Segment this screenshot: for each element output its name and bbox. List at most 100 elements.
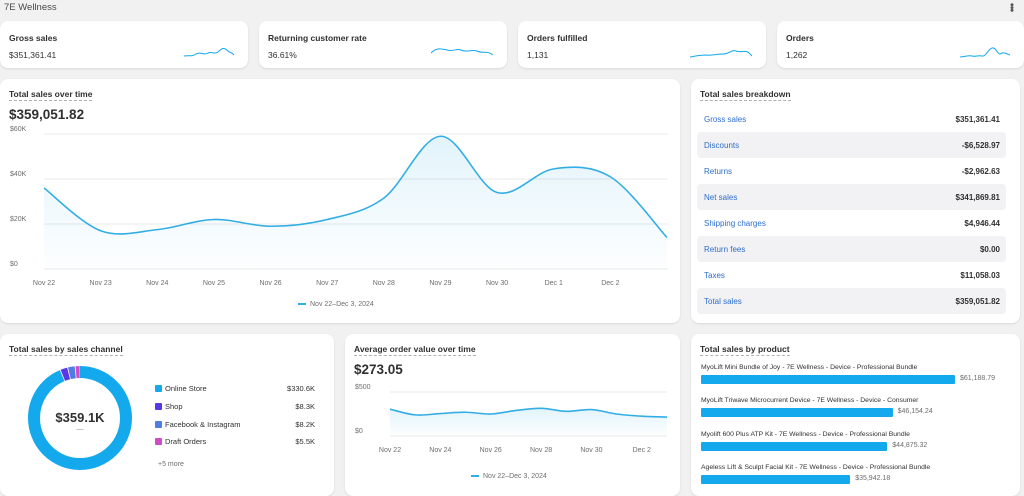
product-value: $61,188.79 — [960, 375, 996, 382]
aov-chart[interactable]: $0 $500 Nov 22 Nov 24 Nov 26 Nov 28 Nov 30 Dec … — [345, 334, 680, 496]
x-tick-label: Dec 2 — [633, 447, 651, 454]
sales-over-time-chart[interactable]: $0 $20K $40K $60K Nov 22 Nov 23 Nov 24 Nov 25 No… — [0, 79, 680, 323]
breakdown-value: $4,946.44 — [964, 219, 1000, 228]
donut-center-sub: — — [76, 426, 84, 433]
channel-legend-item[interactable]: Facebook & Instagram $8.2K — [155, 420, 315, 429]
product-bar — [701, 408, 893, 417]
sparkline — [184, 48, 234, 57]
show-more-channels-link[interactable]: +5 more — [158, 461, 184, 468]
x-tick-label: Dec 1 — [545, 280, 563, 287]
kpi-label: Orders — [786, 33, 814, 43]
y-tick-label: $40K — [10, 171, 27, 178]
series-line — [389, 407, 668, 418]
kpi-orders-fulfilled[interactable]: Orders fulfilled 1,131 — [518, 21, 766, 68]
channel-label: Shop — [165, 402, 183, 411]
product-row[interactable]: MyoLift Triwave Microcurrent Device - 7E… — [701, 397, 1016, 417]
channel-legend-item[interactable]: Online Store $330.6K — [155, 384, 315, 393]
kpi-orders[interactable]: Orders 1,262 — [777, 21, 1024, 68]
legend-label: Nov 22–Dec 3, 2024 — [310, 301, 374, 308]
legend-line-swatch — [471, 475, 479, 478]
breakdown-value: $359,051.82 — [955, 297, 1001, 306]
channel-legend-item[interactable]: Draft Orders $5.5K — [155, 437, 315, 446]
sparkline — [960, 47, 1010, 58]
breakdown-label[interactable]: Shipping charges — [704, 219, 766, 228]
card-title[interactable]: Average order value over time — [354, 344, 476, 356]
channel-label: Online Store — [165, 384, 207, 393]
breakdown-row-discounts[interactable]: Discounts -$6,528.97 — [697, 132, 1006, 158]
breakdown-label[interactable]: Total sales — [704, 297, 742, 306]
product-row[interactable]: Ageless Lift & Sculpt Facial Kit - 7E We… — [701, 464, 1016, 484]
channel-label: Facebook & Instagram — [165, 420, 241, 429]
breakdown-label[interactable]: Discounts — [704, 141, 740, 150]
donut-center-value: $359.1K — [55, 410, 105, 425]
product-bar — [701, 442, 888, 451]
product-value: $46,154.24 — [897, 408, 933, 415]
kpi-value: 1,262 — [786, 50, 808, 60]
channel-value: $330.6K — [287, 384, 315, 393]
chart-legend[interactable]: Nov 22–Dec 3, 2024 — [298, 301, 374, 308]
x-tick-label: Nov 30 — [486, 280, 508, 287]
breakdown-value: $351,361.41 — [955, 115, 1001, 124]
breakdown-label[interactable]: Return fees — [704, 245, 746, 254]
chart-legend[interactable]: Nov 22–Dec 3, 2024 — [471, 473, 547, 480]
more-vertical-icon[interactable]: ••• — [1005, 2, 1018, 12]
breakdown-value: $341,869.81 — [955, 193, 1001, 202]
breakdown-value: $0.00 — [979, 245, 1000, 254]
aov-card: Average order value over time $273.05 $0… — [345, 334, 680, 496]
sales-breakdown-card: Total sales breakdown Gross sales $351,36… — [691, 79, 1020, 323]
kpi-returning-rate[interactable]: Returning customer rate 36.61% — [259, 21, 507, 68]
product-bar — [701, 475, 851, 484]
x-tick-label: Nov 22 — [379, 447, 401, 454]
channel-value: $8.3K — [295, 402, 315, 411]
breakdown-row-shipping[interactable]: Shipping charges $4,946.44 — [697, 210, 1006, 236]
total-sales-value: $359,051.82 — [9, 107, 85, 122]
card-title[interactable]: Total sales over time — [9, 89, 93, 101]
breakdown-label[interactable]: Taxes — [704, 271, 725, 280]
y-tick-label: $500 — [355, 384, 371, 391]
product-name: MyoLift Triwave Microcurrent Device - 7E… — [701, 397, 919, 404]
legend-swatch — [155, 385, 162, 392]
channel-label: Draft Orders — [165, 437, 207, 446]
x-tick-label: Nov 22 — [33, 280, 55, 287]
store-name: 7E Wellness — [4, 2, 57, 13]
legend-swatch — [155, 421, 162, 428]
breakdown-row-taxes[interactable]: Taxes $11,058.03 — [697, 262, 1006, 288]
breakdown-row-gross-sales[interactable]: Gross sales $351,361.41 — [697, 106, 1006, 132]
product-value: $35,942.18 — [855, 475, 891, 482]
breakdown-row-return-fees[interactable]: Return fees $0.00 — [697, 236, 1006, 262]
kpi-value: 36.61% — [268, 50, 297, 60]
breakdown-label[interactable]: Returns — [704, 167, 733, 176]
breakdown-row-total-sales[interactable]: Total sales $359,051.82 — [697, 288, 1006, 314]
product-row[interactable]: Myolift 600 Plus ATP Kit - 7E Wellness -… — [701, 431, 1016, 451]
y-tick-label: $60K — [10, 126, 27, 133]
breakdown-row-returns[interactable]: Returns -$2,962.63 — [697, 158, 1006, 184]
x-tick-label: Nov 28 — [530, 447, 552, 454]
series-area — [390, 408, 667, 436]
kpi-gross-sales[interactable]: Gross sales $351,361.41 — [0, 21, 248, 68]
series-line — [43, 135, 668, 239]
channel-legend-item[interactable]: Shop $8.3K — [155, 402, 315, 411]
product-value: $44,875.32 — [892, 442, 928, 449]
breakdown-label[interactable]: Gross sales — [704, 115, 747, 124]
breakdown-value: -$2,962.63 — [961, 167, 1000, 176]
breakdown-label[interactable]: Net sales — [704, 193, 738, 202]
card-title[interactable]: Total sales by product — [700, 344, 790, 356]
product-name: MyoLift Mini Bundle of Joy - 7E Wellness… — [701, 364, 918, 371]
breakdown-row-net-sales[interactable]: Net sales $341,869.81 — [697, 184, 1006, 210]
x-tick-label: Nov 26 — [480, 447, 502, 454]
x-tick-label: Nov 24 — [146, 280, 168, 287]
card-title[interactable]: Total sales by sales channel — [9, 344, 123, 356]
legend-swatch — [155, 438, 162, 445]
y-tick-label: $0 — [10, 261, 18, 268]
sales-channel-card: Total sales by sales channel $359.1K — O… — [0, 334, 334, 496]
product-name: Myolift 600 Plus ATP Kit - 7E Wellness -… — [701, 431, 910, 438]
x-tick-label: Dec 2 — [601, 280, 619, 287]
product-row[interactable]: MyoLift Mini Bundle of Joy - 7E Wellness… — [701, 364, 1016, 384]
breakdown-value: -$6,528.97 — [961, 141, 1000, 150]
card-title[interactable]: Total sales breakdown — [700, 89, 791, 101]
sales-channel-donut-chart[interactable] — [0, 334, 334, 496]
top-bar: 7E Wellness ••• — [0, 0, 1024, 16]
kpi-label: Returning customer rate — [268, 33, 367, 43]
aov-value: $273.05 — [354, 362, 403, 377]
kpi-label: Gross sales — [9, 33, 58, 43]
